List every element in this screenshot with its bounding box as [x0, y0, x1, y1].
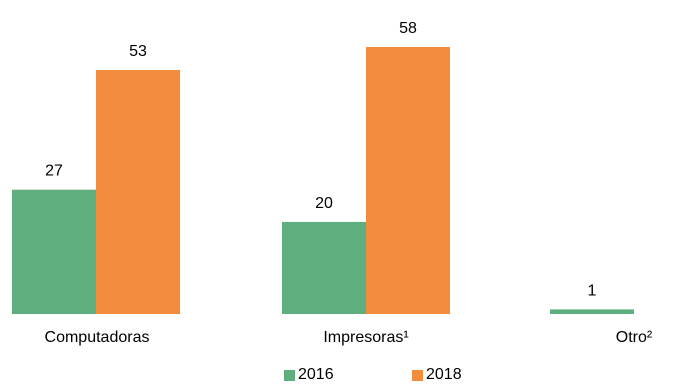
legend-swatch-series-2: [412, 369, 423, 381]
bar-1-series-2: [96, 70, 180, 314]
bar-1-series-1: [12, 189, 96, 314]
data-label-3-series-1: 1: [588, 282, 597, 299]
category-label-2: Impresoras¹: [323, 329, 408, 346]
category-label-3: Otro²: [616, 329, 653, 346]
legend-item-series-1: 2016: [284, 366, 334, 384]
bar-2-series-2: [366, 47, 450, 314]
category-label-1: Computadoras: [45, 329, 150, 346]
bar-2-series-1: [282, 221, 366, 314]
legend-label-series-2: 2018: [426, 366, 462, 383]
data-label-2-series-2: 58: [399, 20, 417, 37]
data-label-2-series-1: 20: [315, 195, 333, 212]
legend-item-series-2: 2018: [412, 366, 462, 384]
bar-3-series-1: [550, 309, 634, 314]
legend-label-series-1: 2016: [298, 366, 334, 383]
data-label-1-series-2: 53: [129, 43, 147, 60]
legend-swatch-series-1: [284, 369, 295, 381]
data-label-1-series-1: 27: [45, 163, 63, 180]
legend: 2016 2018: [0, 366, 680, 386]
